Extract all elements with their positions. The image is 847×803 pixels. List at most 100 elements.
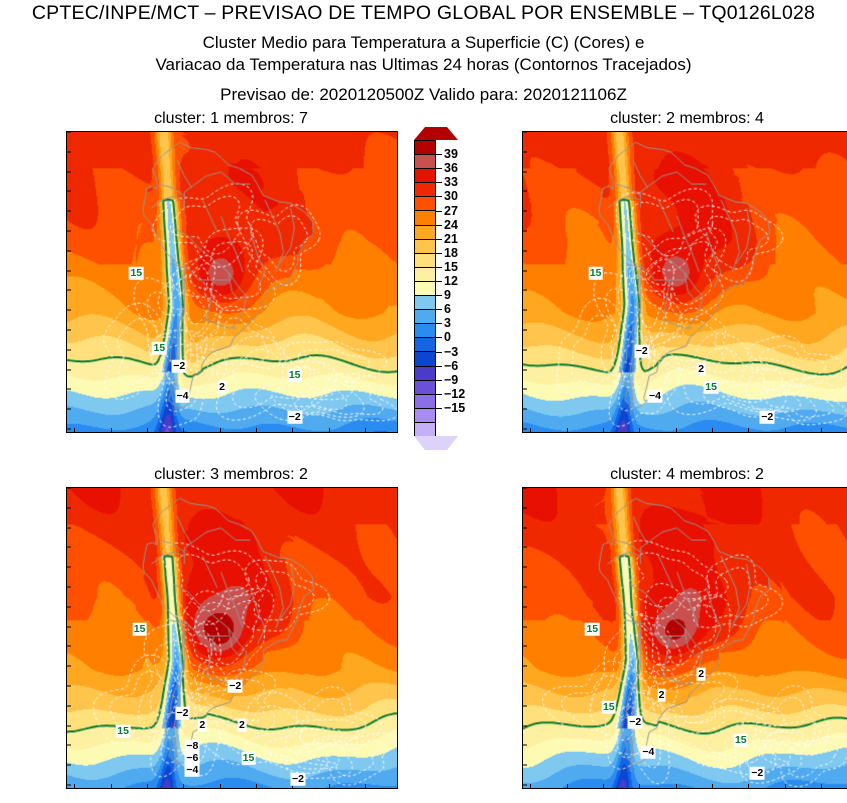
colorbar-tick xyxy=(436,168,442,170)
y-axis-tick xyxy=(523,507,527,509)
isotherm-label: 15 xyxy=(128,266,144,280)
colorbar-tick xyxy=(436,337,442,339)
x-axis-tick xyxy=(74,428,76,432)
colorbar-tick xyxy=(436,323,442,325)
y-axis-tick xyxy=(523,349,527,351)
map-plot-cluster-3[interactable]: 15N10N5NEQ5S10S15S20S25S30S35S40S45S50S5… xyxy=(66,487,398,789)
map-panel-cluster-4: cluster: 4 membros: 2 15N10N5NEQ5S10S15S… xyxy=(522,466,847,789)
x-axis-tick xyxy=(292,784,294,788)
isotherm-label: 15 xyxy=(733,733,749,747)
y-axis-tick xyxy=(523,784,527,786)
colorbar-label: 24 xyxy=(444,217,458,232)
map-plot-cluster-1[interactable]: 15N10N5NEQ5S10S15S20S25S30S35S40S45S50S5… xyxy=(66,131,398,433)
temperature-change-label: 2 xyxy=(696,362,706,376)
y-axis-tick xyxy=(523,626,527,628)
y-axis-tick xyxy=(67,408,71,410)
colorbar-tick xyxy=(436,196,442,198)
isotherm-label: 15 xyxy=(584,622,600,636)
colorbar-tick xyxy=(436,379,442,381)
y-axis-tick xyxy=(523,369,527,371)
temperature-change-label: −4 xyxy=(184,763,200,777)
colorbar-label: 9 xyxy=(444,288,451,303)
colorbar-band xyxy=(415,394,435,409)
y-axis-tick xyxy=(67,369,71,371)
x-axis-tick xyxy=(219,428,221,432)
temperature-change-label: 2 xyxy=(657,688,667,702)
map-plot-cluster-2[interactable]: 15N10N5NEQ5S10S15S20S25S30S35S40S45S50S5… xyxy=(522,131,847,433)
colorbar-label: −12 xyxy=(444,386,466,401)
y-axis-tick xyxy=(67,488,71,489)
colorbar-label: −15 xyxy=(444,400,466,415)
colorbar-tick xyxy=(436,252,442,254)
y-axis-tick xyxy=(523,270,527,272)
colorbar-tick xyxy=(436,224,442,226)
colorbar-band xyxy=(415,422,435,437)
subtitle-line-1: Cluster Medio para Temperatura a Superfi… xyxy=(202,33,645,52)
y-axis-tick xyxy=(523,606,527,608)
x-axis-tick xyxy=(784,428,786,432)
y-axis-tick xyxy=(523,546,527,548)
x-axis-tick xyxy=(146,428,148,432)
x-axis-tick xyxy=(566,784,568,788)
y-axis-tick xyxy=(523,388,527,390)
x-axis-tick xyxy=(530,784,532,788)
isotherm-label: 15 xyxy=(287,368,303,382)
temperature-change-label: −8 xyxy=(184,739,200,753)
y-axis-tick xyxy=(67,566,71,568)
y-axis-tick xyxy=(67,250,71,252)
temperature-change-label: 2 xyxy=(237,718,247,732)
y-axis-tick xyxy=(523,132,527,133)
colorbar-label: 3 xyxy=(444,316,451,331)
temperature-change-label: 2 xyxy=(696,667,706,681)
x-axis-tick xyxy=(255,428,257,432)
y-axis-tick xyxy=(67,527,71,529)
y-axis-tick xyxy=(67,309,71,311)
colorbar-tick xyxy=(436,154,442,156)
x-axis-tick xyxy=(183,428,185,432)
y-axis-tick xyxy=(67,725,71,727)
temperature-change-label: −4 xyxy=(640,745,656,759)
y-axis-tick xyxy=(523,151,527,153)
x-axis-tick xyxy=(748,784,750,788)
temperature-field-canvas xyxy=(523,488,847,788)
x-axis-tick xyxy=(328,784,330,788)
y-axis-tick xyxy=(523,488,527,489)
colorbar-band xyxy=(415,197,435,212)
y-axis-tick xyxy=(523,171,527,173)
colorbar-label: 12 xyxy=(444,274,458,288)
x-axis-tick xyxy=(110,784,112,788)
y-axis-tick xyxy=(67,626,71,628)
x-axis-tick xyxy=(146,784,148,788)
y-axis-tick xyxy=(67,606,71,608)
y-axis-tick xyxy=(523,645,527,647)
colorbar-band xyxy=(415,239,435,254)
map-plot-cluster-4[interactable]: 15N10N5NEQ5S10S15S20S25S30S35S40S45S50S5… xyxy=(522,487,847,789)
temperature-change-label: −2 xyxy=(627,715,643,729)
temperature-change-label: −2 xyxy=(227,679,243,693)
colorbar-over-arrow xyxy=(414,127,458,140)
temperature-change-label: −2 xyxy=(759,410,775,424)
y-axis-tick xyxy=(67,230,71,232)
x-axis-tick xyxy=(602,428,604,432)
colorbar-label: 15 xyxy=(444,259,458,274)
y-axis-tick xyxy=(67,190,71,192)
x-axis-tick xyxy=(255,784,257,788)
temperature-field-canvas xyxy=(523,132,847,432)
y-axis-tick xyxy=(523,230,527,232)
colorbar-label: 30 xyxy=(444,189,458,204)
colorbar-tick xyxy=(436,266,442,268)
x-axis-tick xyxy=(328,428,330,432)
y-axis-tick xyxy=(67,764,71,766)
temperature-change-label: −6 xyxy=(184,751,200,765)
colorbar-label: −6 xyxy=(444,358,459,373)
temperature-change-label: −4 xyxy=(175,389,190,403)
x-axis-tick xyxy=(675,428,677,432)
page-title: CPTEC/INPE/MCT – PREVISAO DE TEMPO GLOBA… xyxy=(31,2,816,24)
colorbar-label: −9 xyxy=(444,372,459,387)
colorbar-band xyxy=(415,141,435,156)
map-panel-cluster-2: cluster: 2 membros: 4 15N10N5NEQ5S10S15S… xyxy=(522,110,847,433)
colorbar-band xyxy=(415,211,435,226)
colorbar-label: 36 xyxy=(444,161,458,176)
isotherm-label: 15 xyxy=(588,266,603,280)
x-axis-tick xyxy=(639,428,641,432)
